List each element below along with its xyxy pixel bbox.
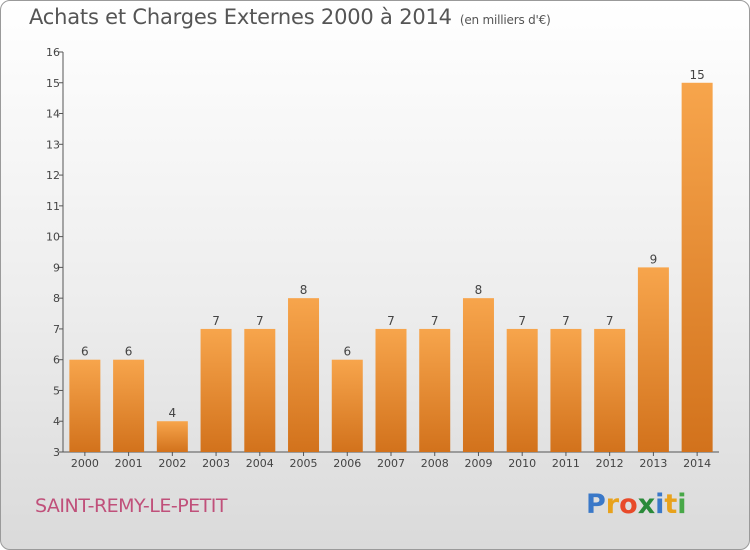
data-label-2006: 6 xyxy=(343,345,351,359)
data-label-2013: 9 xyxy=(650,252,658,266)
logo-letter: i xyxy=(677,489,687,520)
data-label-2012: 7 xyxy=(606,314,614,328)
proxiti-logo: Proxiti xyxy=(586,489,687,520)
x-tick-label: 2003 xyxy=(202,457,230,470)
y-tick-label: 9 xyxy=(53,261,60,274)
y-tick-label: 14 xyxy=(46,108,60,121)
bar-2000 xyxy=(69,359,101,452)
bar-2009 xyxy=(462,298,494,452)
x-tick-label: 2014 xyxy=(683,457,711,470)
data-label-2008: 7 xyxy=(431,314,439,328)
y-tick-label: 6 xyxy=(53,354,60,367)
x-tick-label: 2005 xyxy=(290,457,318,470)
y-tick-label: 10 xyxy=(46,231,60,244)
chart-data-labels: 6 6 4 7 7 8 6 7 7 8 7 7 7 9 15 xyxy=(81,68,705,420)
x-tick-label: 2000 xyxy=(71,457,99,470)
y-tick-label: 13 xyxy=(46,138,60,151)
chart-bars xyxy=(69,82,713,453)
chart-title: Achats et Charges Externes 2000 à 2014 (e… xyxy=(29,5,551,29)
bar-2002 xyxy=(156,421,188,452)
data-label-2000: 6 xyxy=(81,345,89,359)
logo-letter: o xyxy=(619,489,638,520)
data-label-2001: 6 xyxy=(125,345,133,359)
x-tick-label: 2008 xyxy=(421,457,449,470)
data-label-2003: 7 xyxy=(212,314,220,328)
logo-letter: r xyxy=(605,489,620,520)
y-tick-label: 3 xyxy=(53,446,60,459)
y-tick-label: 15 xyxy=(46,77,60,90)
data-label-2007: 7 xyxy=(387,314,395,328)
data-label-2014: 15 xyxy=(689,68,704,82)
y-tick-label: 8 xyxy=(53,292,60,305)
bar-2012 xyxy=(594,328,626,452)
bar-2003 xyxy=(200,328,232,452)
data-label-2009: 8 xyxy=(475,283,483,297)
y-tick-label: 7 xyxy=(53,323,60,336)
y-tick-label: 12 xyxy=(46,169,60,182)
x-tick-label: 2006 xyxy=(333,457,361,470)
bar-2007 xyxy=(375,328,407,452)
y-tick-label: 11 xyxy=(46,200,60,213)
data-label-2004: 7 xyxy=(256,314,264,328)
x-tick-label: 2013 xyxy=(639,457,667,470)
x-tick-label: 2004 xyxy=(246,457,274,470)
bar-2006 xyxy=(331,359,363,452)
chart-unit: (en milliers d'€) xyxy=(459,13,551,27)
logo-letter: t xyxy=(664,489,678,520)
x-tick-label: 2010 xyxy=(508,457,536,470)
bar-2013 xyxy=(637,267,669,452)
logo-letter: P xyxy=(586,489,606,520)
x-tick-label: 2009 xyxy=(464,457,492,470)
x-tick-label: 2011 xyxy=(552,457,580,470)
x-tick-label: 2007 xyxy=(377,457,405,470)
chart-axes: 3 4 5 6 7 8 9 10 11 12 13 14 15 16 2000 2001 2002 2003 200… xyxy=(46,46,719,470)
bar-2011 xyxy=(550,328,582,452)
logo-letter: i xyxy=(655,489,665,520)
bar-2010 xyxy=(506,328,538,452)
logo-letter: x xyxy=(637,489,656,520)
data-label-2010: 7 xyxy=(518,314,526,328)
data-label-2002: 4 xyxy=(169,406,177,420)
commune-name: SAINT-REMY-LE-PETIT xyxy=(35,495,227,517)
chart-title-text: Achats et Charges Externes 2000 à 2014 xyxy=(29,5,452,29)
x-tick-label: 2012 xyxy=(596,457,624,470)
bar-2004 xyxy=(244,328,276,452)
x-tick-label: 2002 xyxy=(158,457,186,470)
y-tick-label: 5 xyxy=(53,384,60,397)
bar-2014 xyxy=(681,82,713,453)
data-label-2005: 8 xyxy=(300,283,308,297)
y-tick-label: 4 xyxy=(53,415,60,428)
x-tick-label: 2001 xyxy=(115,457,143,470)
data-label-2011: 7 xyxy=(562,314,570,328)
bar-2005 xyxy=(288,298,320,452)
bar-2008 xyxy=(419,328,451,452)
bar-2001 xyxy=(113,359,145,452)
y-tick-label: 16 xyxy=(46,46,60,59)
